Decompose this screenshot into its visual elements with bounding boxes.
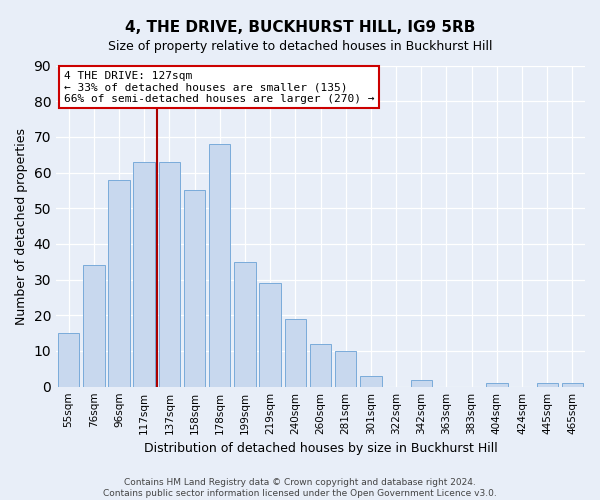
Text: Contains HM Land Registry data © Crown copyright and database right 2024.
Contai: Contains HM Land Registry data © Crown c… [103,478,497,498]
Y-axis label: Number of detached properties: Number of detached properties [15,128,28,324]
Bar [133,162,155,386]
Bar [184,190,205,386]
Bar [410,380,432,386]
X-axis label: Distribution of detached houses by size in Buckhurst Hill: Distribution of detached houses by size … [143,442,497,455]
Bar [83,266,104,386]
Text: 4 THE DRIVE: 127sqm
← 33% of detached houses are smaller (135)
66% of semi-detac: 4 THE DRIVE: 127sqm ← 33% of detached ho… [64,71,374,104]
Bar [58,333,79,386]
Bar [360,376,382,386]
Bar [234,262,256,386]
Bar [284,319,306,386]
Bar [209,144,230,386]
Text: Size of property relative to detached houses in Buckhurst Hill: Size of property relative to detached ho… [108,40,492,53]
Bar [536,383,558,386]
Bar [259,283,281,387]
Bar [562,383,583,386]
Bar [158,162,180,386]
Text: 4, THE DRIVE, BUCKHURST HILL, IG9 5RB: 4, THE DRIVE, BUCKHURST HILL, IG9 5RB [125,20,475,35]
Bar [335,351,356,386]
Title: 4, THE DRIVE, BUCKHURST HILL, IG9 5RB
Size of property relative to detached hous: 4, THE DRIVE, BUCKHURST HILL, IG9 5RB Si… [0,499,1,500]
Bar [486,383,508,386]
Bar [310,344,331,387]
Bar [109,180,130,386]
